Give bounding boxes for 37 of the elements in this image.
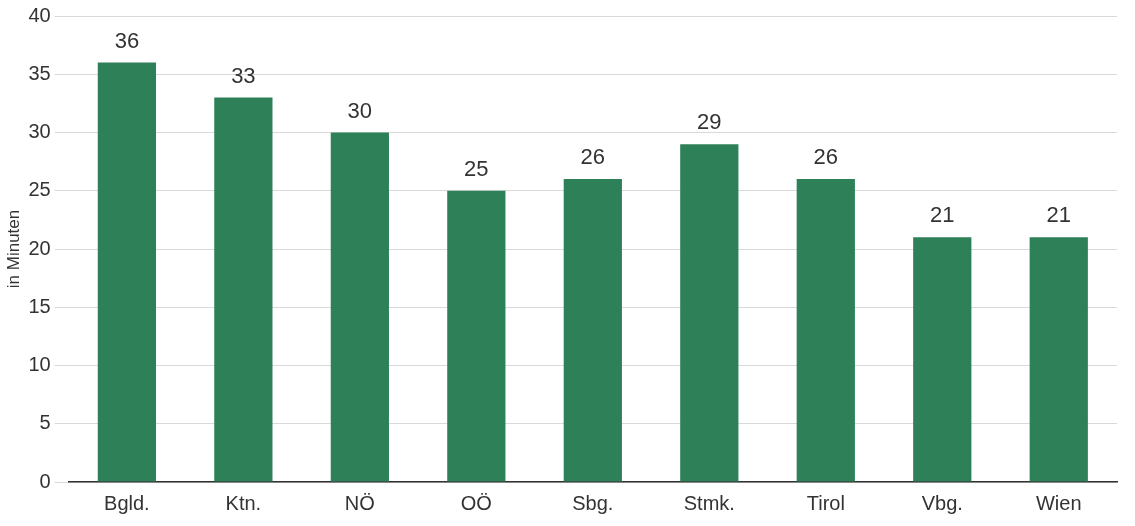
data-label: 36	[114, 27, 140, 53]
data-label: 30	[347, 97, 373, 123]
y-tick-label: 15	[28, 294, 51, 317]
y-tick-label: 5	[39, 411, 51, 434]
bar	[330, 132, 389, 482]
bar	[214, 97, 273, 482]
bar	[913, 237, 972, 482]
y-tick-label: 35	[28, 61, 51, 84]
data-label: 21	[930, 202, 955, 228]
bar	[447, 190, 506, 482]
bar	[563, 179, 622, 482]
bar	[97, 62, 157, 482]
x-tick-label: Stmk.	[683, 491, 735, 514]
y-tick-label: 0	[39, 469, 51, 492]
y-tick-label: 10	[28, 353, 51, 376]
x-tick-label: Tirol	[806, 491, 845, 514]
y-tick-label: 40	[28, 3, 51, 26]
y-tick-label: 20	[28, 236, 51, 259]
data-label: 33	[231, 62, 256, 88]
y-tick-label: 30	[28, 120, 51, 143]
x-tick-label: OÖ	[460, 491, 492, 514]
x-tick-label: Bgld.	[104, 491, 150, 514]
y-axis-title: in Minuten	[3, 209, 23, 289]
data-label: 21	[1046, 202, 1071, 228]
bar	[680, 144, 739, 482]
data-label: 26	[813, 144, 839, 170]
x-tick-label: NÖ	[344, 491, 375, 514]
x-tick-label: Ktn.	[225, 491, 262, 514]
x-tick-label: Wien	[1035, 491, 1082, 514]
y-tick-label: 25	[28, 178, 51, 201]
x-tick-label: Sbg.	[572, 491, 614, 514]
data-label: 25	[464, 155, 489, 181]
data-label: 29	[697, 109, 722, 135]
bar	[796, 179, 855, 482]
data-label: 26	[580, 144, 606, 170]
bar	[1029, 237, 1088, 482]
x-tick-label: Vbg.	[921, 491, 963, 514]
